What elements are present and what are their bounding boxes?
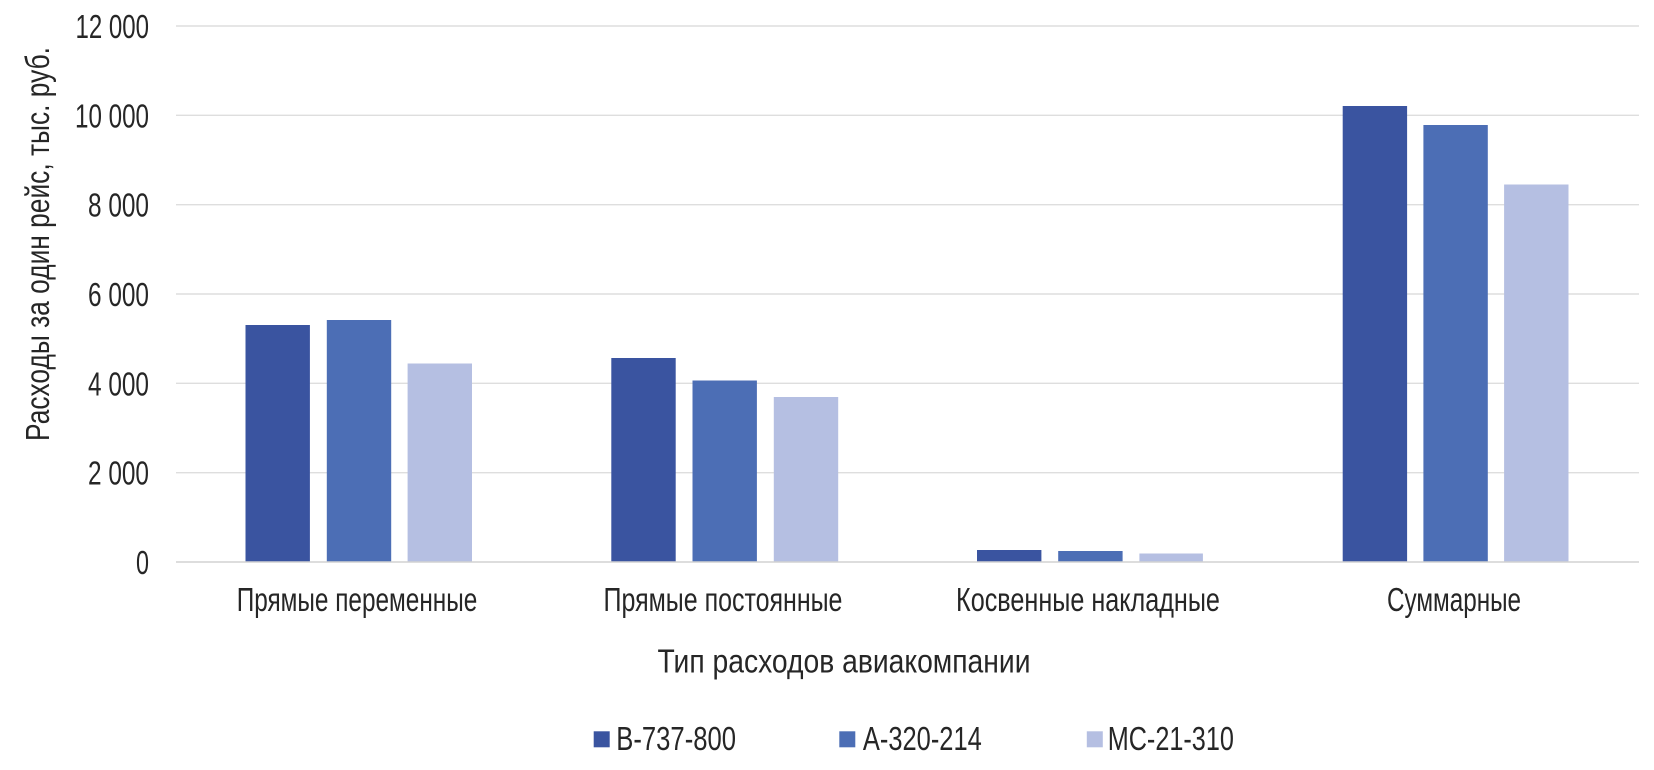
svg-text:12 000: 12 000 (76, 9, 150, 46)
svg-text:8 000: 8 000 (88, 188, 149, 225)
svg-text:0: 0 (136, 545, 149, 582)
svg-text:Прямые постоянные: Прямые постоянные (604, 582, 843, 619)
svg-text:Тип расходов авиакомпании: Тип расходов авиакомпании (658, 644, 1031, 681)
svg-text:Косвенные накладные: Косвенные накладные (956, 582, 1220, 619)
svg-text:A-320-214: A-320-214 (863, 721, 982, 758)
svg-text:Прямые переменные: Прямые переменные (237, 582, 478, 619)
svg-text:Расходы за один рейс, тыс. руб: Расходы за один рейс, тыс. руб. (20, 47, 57, 441)
svg-text:6 000: 6 000 (88, 277, 149, 314)
svg-text:10 000: 10 000 (75, 98, 149, 135)
svg-text:2 000: 2 000 (88, 456, 149, 493)
svg-text:4 000: 4 000 (88, 366, 149, 403)
svg-text:MC-21-310: MC-21-310 (1108, 721, 1234, 758)
svg-text:Суммарные: Суммарные (1387, 582, 1521, 619)
svg-text:B-737-800: B-737-800 (616, 721, 736, 758)
